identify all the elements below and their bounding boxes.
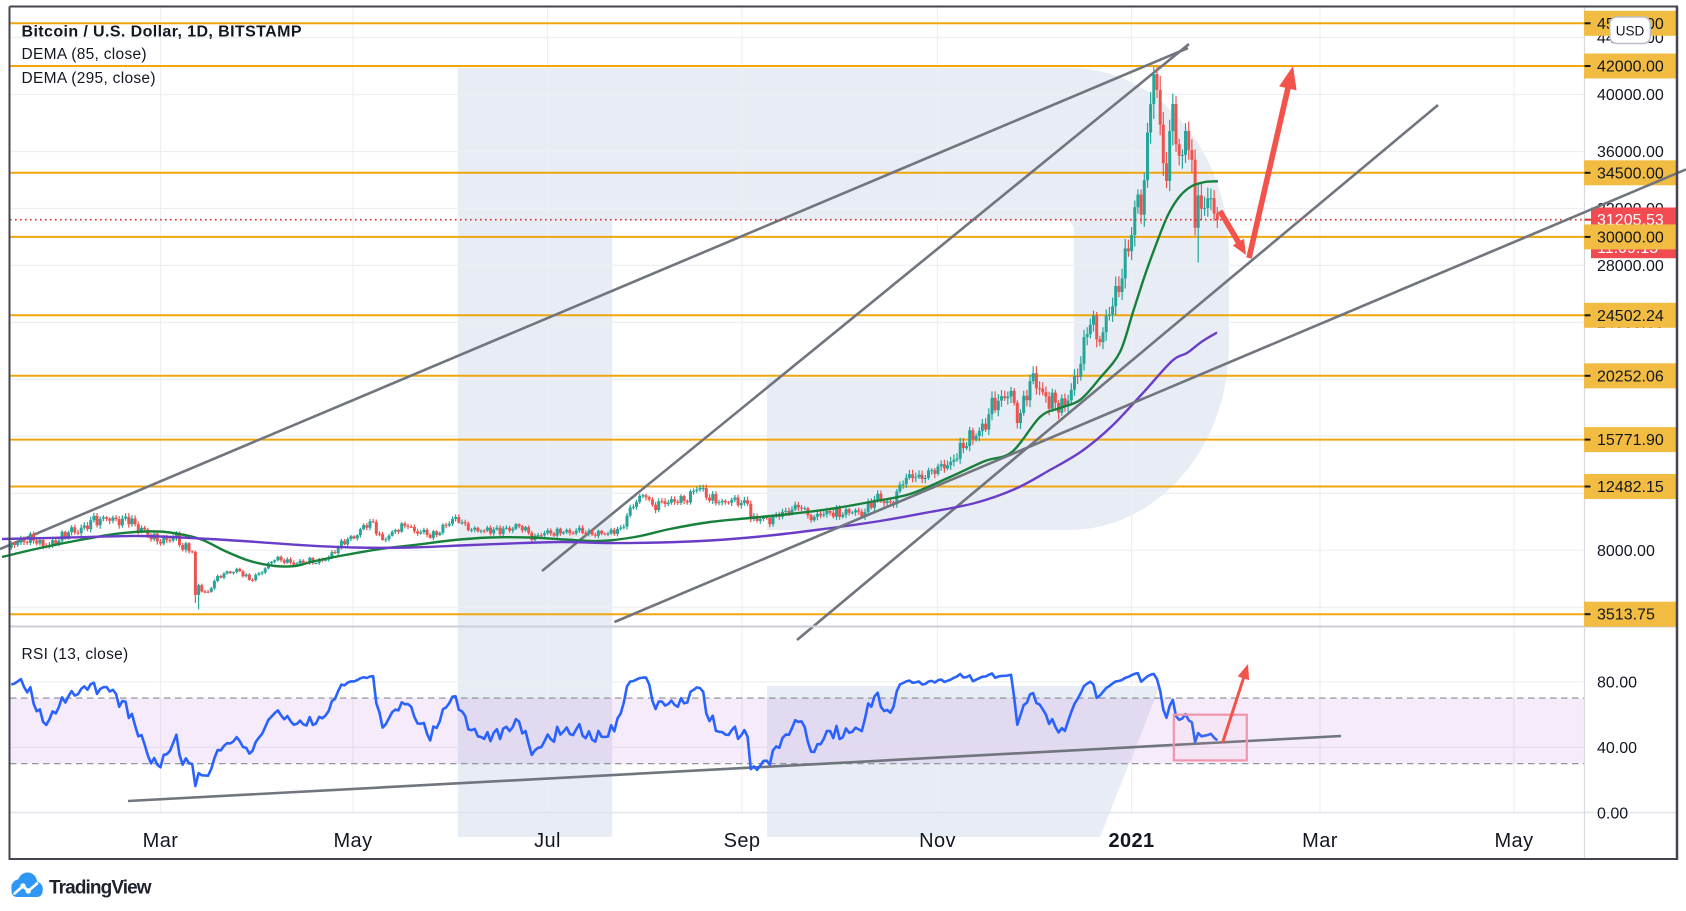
svg-text:24502.24: 24502.24 xyxy=(1597,308,1664,325)
svg-text:DEMA (85, close): DEMA (85, close) xyxy=(22,46,147,63)
svg-text:12482.15: 12482.15 xyxy=(1597,479,1664,496)
svg-text:34500.00: 34500.00 xyxy=(1597,165,1664,182)
svg-text:40000.00: 40000.00 xyxy=(1597,87,1664,104)
svg-text:May: May xyxy=(1495,830,1534,852)
svg-text:36000.00: 36000.00 xyxy=(1597,144,1664,161)
svg-text:28000.00: 28000.00 xyxy=(1597,258,1664,275)
svg-text:8000.00: 8000.00 xyxy=(1597,543,1655,560)
svg-text:RSI (13, close): RSI (13, close) xyxy=(22,646,129,663)
svg-text:Mar: Mar xyxy=(1302,830,1338,852)
svg-text:0.00: 0.00 xyxy=(1597,805,1628,822)
svg-text:30000.00: 30000.00 xyxy=(1597,229,1664,246)
svg-text:TradingView: TradingView xyxy=(49,878,152,899)
svg-text:2021: 2021 xyxy=(1108,830,1154,852)
svg-text:20252.06: 20252.06 xyxy=(1597,368,1664,385)
svg-text:Mar: Mar xyxy=(143,830,179,852)
svg-text:USD: USD xyxy=(1616,24,1645,39)
svg-text:42000.00: 42000.00 xyxy=(1597,59,1664,76)
svg-text:DEMA (295, close): DEMA (295, close) xyxy=(22,70,156,87)
svg-text:40.00: 40.00 xyxy=(1597,740,1637,757)
svg-text:15771.90: 15771.90 xyxy=(1597,432,1664,449)
svg-text:Bitcoin / U.S. Dollar, 1D, BIT: Bitcoin / U.S. Dollar, 1D, BITSTAMP xyxy=(22,24,302,41)
svg-text:Jul: Jul xyxy=(534,830,561,852)
svg-text:May: May xyxy=(334,830,373,852)
svg-text:3513.75: 3513.75 xyxy=(1597,607,1655,624)
svg-text:Nov: Nov xyxy=(919,830,956,852)
svg-text:80.00: 80.00 xyxy=(1597,674,1637,691)
svg-text:Sep: Sep xyxy=(724,830,761,852)
